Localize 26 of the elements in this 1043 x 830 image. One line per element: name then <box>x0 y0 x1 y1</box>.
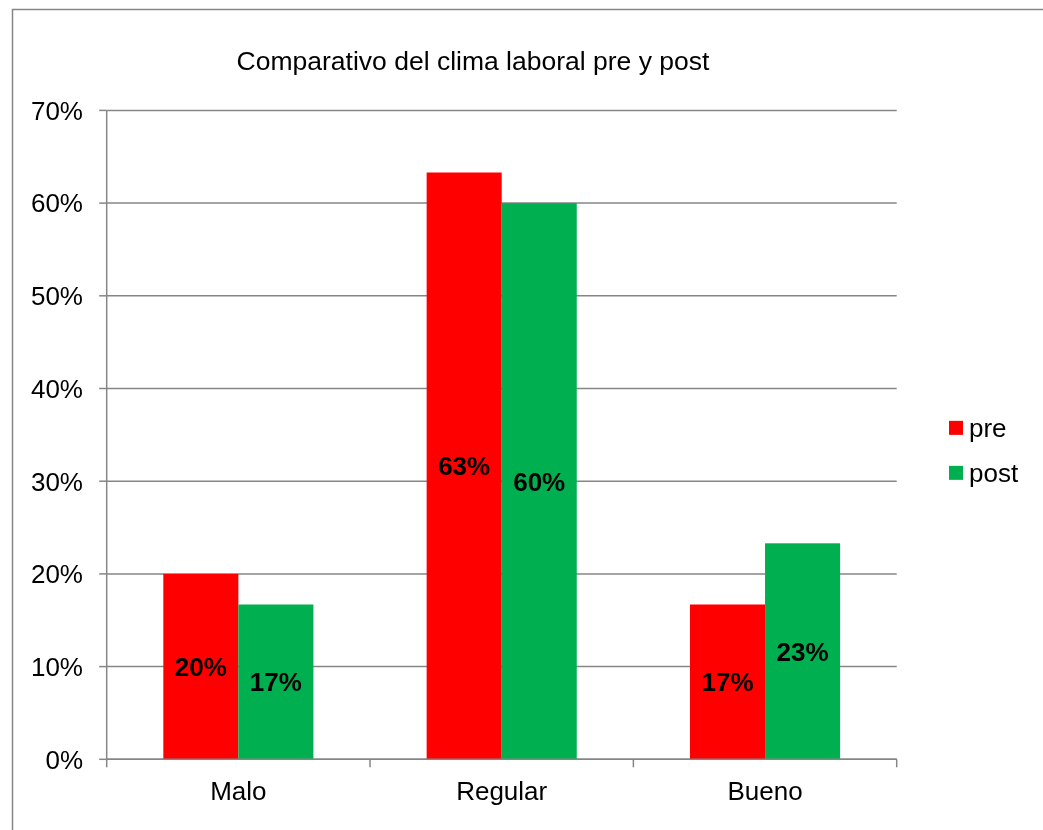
y-tick-label: 60% <box>30 188 83 219</box>
y-tick-label: 40% <box>30 373 83 404</box>
bar <box>501 203 577 760</box>
y-tick-label: 30% <box>30 466 83 497</box>
bar <box>689 604 766 760</box>
data-label: 63% <box>438 451 491 482</box>
y-tick-label: 70% <box>30 95 83 126</box>
data-label: 60% <box>513 466 566 497</box>
y-tick-label: 20% <box>30 559 83 590</box>
bar <box>426 172 502 760</box>
bar <box>765 543 841 760</box>
bar <box>238 604 314 760</box>
x-tick-label: Malo <box>210 776 267 806</box>
x-tick-label: Bueno <box>727 776 803 806</box>
legend-label: pre <box>969 413 1007 444</box>
y-tick-label: 0% <box>45 744 83 775</box>
bar <box>163 573 239 760</box>
y-tick-label: 10% <box>30 651 83 682</box>
data-label: 17% <box>249 667 302 698</box>
chart-title: Comparativo del clima laboral pre y post <box>236 46 711 76</box>
data-label: 17% <box>701 667 754 698</box>
legend-label: post <box>969 458 1019 489</box>
data-label: 23% <box>776 636 829 667</box>
data-label: 20% <box>174 651 227 682</box>
y-tick-label: 50% <box>30 281 83 312</box>
x-tick-label: Regular <box>456 776 548 806</box>
